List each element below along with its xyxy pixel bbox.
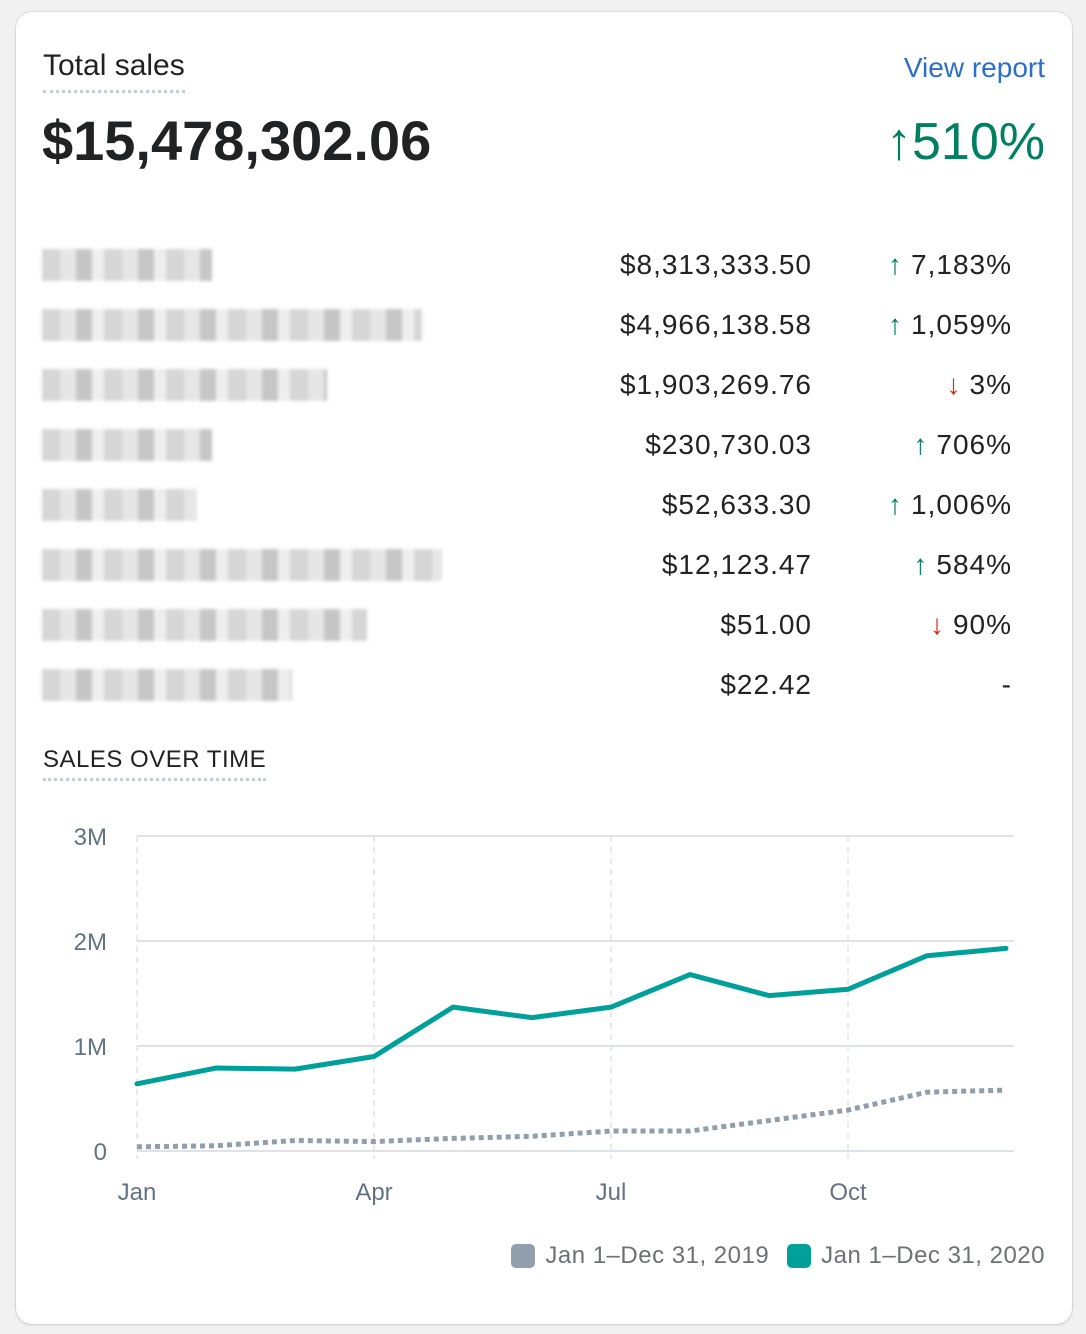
row-change: ↓ 3% (947, 369, 1012, 401)
row-change-value: 3% (969, 369, 1012, 400)
y-tick-label: 1M (74, 1034, 107, 1061)
y-tick-label: 3M (74, 824, 107, 851)
series-line-2020 (134, 945, 1009, 1087)
row-change: ↓ 90% (930, 609, 1012, 641)
series-line-2019 (136, 1087, 1007, 1150)
redacted-label (42, 429, 212, 461)
row-amount: $51.00 (720, 609, 812, 640)
view-report-link[interactable]: View report (903, 52, 1045, 83)
row-change-value: 90% (952, 609, 1012, 640)
arrow-up-icon: ↑ (888, 309, 904, 340)
legend-label-2020: Jan 1–Dec 31, 2020 (821, 1242, 1045, 1269)
row-amount: $12,123.47 (661, 549, 812, 580)
y-tick-label: 0 (94, 1139, 107, 1166)
table-row: $1,903,269.76 ↓ 3% (42, 363, 1012, 407)
redacted-label (42, 249, 212, 281)
table-row: $12,123.47 ↑ 584% (42, 543, 1012, 587)
row-change: ↑ 1,006% (888, 489, 1012, 521)
redacted-label (42, 669, 292, 701)
chart-legend: Jan 1–Dec 31, 2019 Jan 1–Dec 31, 2020 (511, 1242, 1045, 1270)
row-amount: $1,903,269.76 (619, 369, 812, 400)
total-change-value: 510% (912, 113, 1045, 171)
row-amount: $4,966,138.58 (619, 309, 812, 340)
row-change-value: 1,059% (911, 309, 1012, 340)
arrow-up-icon: ↑ (913, 549, 929, 580)
row-amount: $8,313,333.50 (619, 249, 812, 280)
row-change: ↑ 1,059% (888, 309, 1012, 341)
legend-swatch-2019 (511, 1244, 536, 1268)
x-tick-label: Jul (596, 1179, 627, 1206)
chart-title[interactable]: SALES OVER TIME (43, 746, 267, 781)
card-title[interactable]: Total sales (43, 48, 185, 93)
arrow-up-icon: ↑ (888, 249, 904, 280)
table-row: $22.42 - (42, 663, 1012, 707)
arrow-up-icon: ↑ (888, 489, 904, 520)
redacted-label (42, 489, 197, 521)
row-change: ↑ 7,183% (888, 249, 1012, 281)
arrow-down-icon: ↓ (946, 369, 962, 400)
row-change-value: 1,006% (911, 489, 1012, 520)
legend-label-2019: Jan 1–Dec 31, 2019 (545, 1242, 770, 1269)
legend-swatch-2020 (787, 1244, 812, 1268)
row-change-value: 584% (936, 549, 1012, 580)
y-tick-label: 2M (74, 929, 107, 956)
row-change-value: 706% (936, 429, 1012, 460)
redacted-label (42, 549, 442, 581)
arrow-up-icon: ↑ (913, 429, 929, 460)
row-amount: $52,633.30 (661, 489, 812, 520)
row-change: ↑ 584% (913, 549, 1012, 581)
table-row: $51.00 ↓ 90% (42, 603, 1012, 647)
table-row: $230,730.03 ↑ 706% (42, 423, 1012, 467)
arrow-down-icon: ↓ (929, 609, 945, 640)
x-tick-label: Oct (829, 1179, 867, 1206)
x-tick-label: Jan (118, 1179, 157, 1206)
total-sales-card (16, 12, 1072, 1324)
row-amount: $22.42 (720, 669, 812, 700)
row-change: ↑ 706% (913, 429, 1012, 461)
row-change-value: - (1001, 669, 1012, 700)
redacted-label (42, 609, 367, 641)
total-change: ↑510% (886, 112, 1045, 172)
redacted-label (42, 309, 422, 341)
table-row: $8,313,333.50 ↑ 7,183% (42, 243, 1012, 287)
row-amount: $230,730.03 (645, 429, 812, 460)
arrow-up-icon: ↑ (886, 113, 912, 171)
redacted-label (42, 369, 327, 401)
table-row: $4,966,138.58 ↑ 1,059% (42, 303, 1012, 347)
total-sales-value: $15,478,302.06 (42, 109, 432, 172)
table-row: $52,633.30 ↑ 1,006% (42, 483, 1012, 527)
row-change: - (1002, 669, 1012, 701)
x-tick-label: Apr (355, 1179, 392, 1206)
row-change-value: 7,183% (911, 249, 1012, 280)
